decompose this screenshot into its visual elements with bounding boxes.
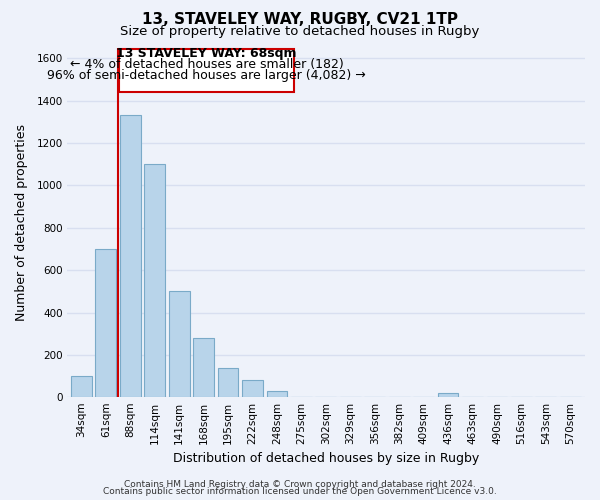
Bar	[193, 338, 214, 398]
Bar	[242, 380, 263, 398]
Bar	[438, 393, 458, 398]
Text: Contains public sector information licensed under the Open Government Licence v3: Contains public sector information licen…	[103, 488, 497, 496]
Bar	[266, 391, 287, 398]
Text: Size of property relative to detached houses in Rugby: Size of property relative to detached ho…	[121, 25, 479, 38]
Text: 96% of semi-detached houses are larger (4,082) →: 96% of semi-detached houses are larger (…	[47, 69, 366, 82]
Bar	[218, 368, 238, 398]
Bar	[145, 164, 165, 398]
Bar	[120, 116, 140, 398]
Y-axis label: Number of detached properties: Number of detached properties	[15, 124, 28, 321]
X-axis label: Distribution of detached houses by size in Rugby: Distribution of detached houses by size …	[173, 452, 479, 465]
Bar	[169, 292, 190, 398]
FancyBboxPatch shape	[119, 48, 294, 92]
Bar	[71, 376, 92, 398]
Bar	[95, 249, 116, 398]
Text: Contains HM Land Registry data © Crown copyright and database right 2024.: Contains HM Land Registry data © Crown c…	[124, 480, 476, 489]
Text: 13 STAVELEY WAY: 68sqm: 13 STAVELEY WAY: 68sqm	[116, 47, 297, 60]
Text: ← 4% of detached houses are smaller (182): ← 4% of detached houses are smaller (182…	[70, 58, 344, 71]
Text: 13, STAVELEY WAY, RUGBY, CV21 1TP: 13, STAVELEY WAY, RUGBY, CV21 1TP	[142, 12, 458, 28]
